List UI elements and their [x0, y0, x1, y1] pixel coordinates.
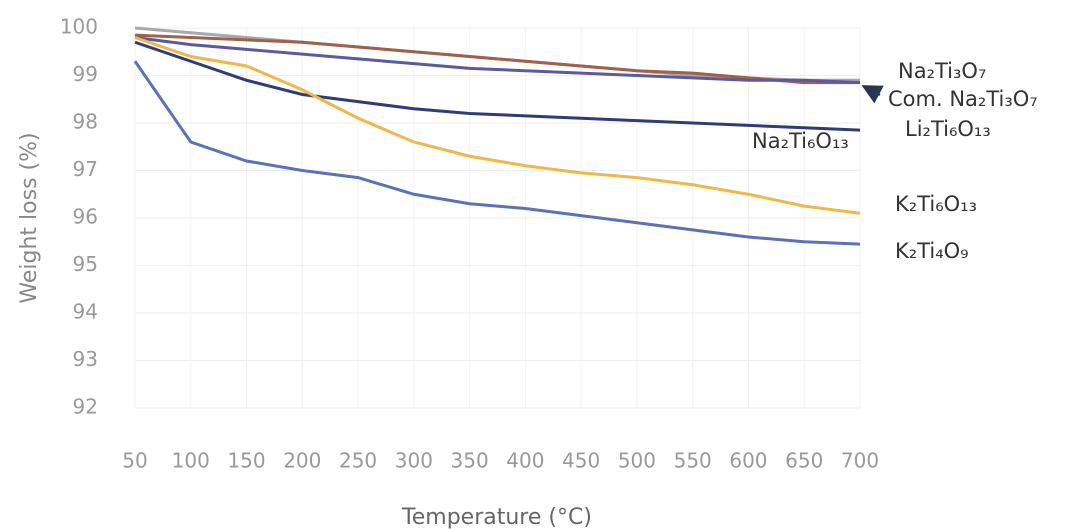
y-tick-label: 98	[73, 110, 98, 134]
y-tick-label: 96	[73, 205, 98, 229]
x-tick-label: 300	[395, 449, 433, 473]
annotation-arrow	[865, 87, 880, 95]
x-tick-label: 400	[506, 449, 544, 473]
y-tick-label: 92	[73, 395, 98, 419]
y-tick-label: 94	[73, 300, 98, 324]
series-label: Na₂Ti₆O₁₃	[752, 129, 849, 153]
y-tick-label: 97	[73, 157, 98, 181]
x-axis-label: Temperature (°C)	[401, 505, 592, 529]
x-tick-label: 50	[122, 449, 147, 473]
series-label: Li₂Ti₆O₁₃	[905, 117, 991, 141]
series-line	[135, 42, 860, 130]
x-tick-label: 450	[562, 449, 600, 473]
series-line	[135, 28, 860, 80]
x-tick-label: 250	[339, 449, 377, 473]
x-tick-label: 150	[227, 449, 265, 473]
x-tick-label: 550	[674, 449, 712, 473]
x-tick-label: 600	[729, 449, 767, 473]
y-tick-label: 95	[73, 252, 98, 276]
x-tick-label: 700	[841, 449, 879, 473]
y-axis-label: Weight loss (%)	[17, 132, 42, 303]
series-label: Na₂Ti₃O₇	[898, 59, 986, 83]
x-tick-label: 500	[618, 449, 656, 473]
x-tick-label: 650	[785, 449, 823, 473]
y-tick-label: 100	[60, 15, 98, 39]
x-tick-label: 350	[451, 449, 489, 473]
x-tick-label: 200	[283, 449, 321, 473]
series-label: K₂Ti₆O₁₃	[895, 192, 977, 216]
x-tick-label: 100	[172, 449, 210, 473]
y-tick-label: 93	[73, 347, 98, 371]
series-label: Com. Na₂Ti₃O₇	[888, 87, 1038, 111]
y-tick-label: 99	[73, 62, 98, 86]
series-label: K₂Ti₄O₉	[895, 239, 969, 263]
chart: Weight loss (%) Temperature (°C) 92 93 94 9…	[0, 0, 1075, 529]
